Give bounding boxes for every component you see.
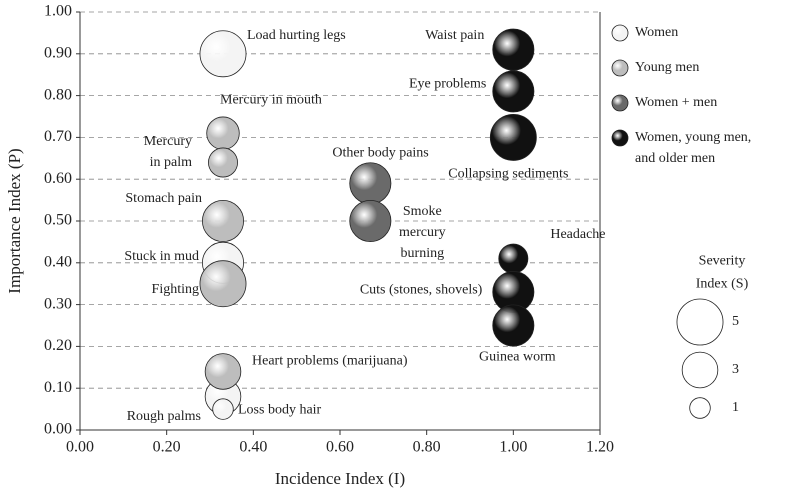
bubble-label: Mercury in mouth — [220, 92, 322, 107]
y-tick-label: 0.90 — [44, 44, 72, 61]
legend-label: Women + men — [635, 95, 717, 110]
x-tick-label: 0.20 — [153, 439, 181, 456]
legend-swatch — [611, 24, 629, 42]
x-tick-label: 0.00 — [66, 439, 94, 456]
bubble — [498, 243, 529, 274]
bubble — [492, 304, 535, 347]
bubble — [349, 199, 392, 242]
bubble — [204, 353, 242, 390]
y-tick-label: 0.70 — [44, 128, 72, 145]
bubble-label: Heart problems (marijuana) — [252, 354, 408, 369]
y-tick-label: 0.00 — [44, 421, 72, 438]
x-tick-label: 1.20 — [586, 439, 614, 456]
y-tick-label: 0.60 — [44, 170, 72, 187]
bubble — [349, 162, 392, 205]
bubble-label: Cuts (stones, shovels) — [360, 282, 483, 297]
x-tick-label: 1.00 — [499, 439, 527, 456]
size-legend-circle — [689, 397, 711, 419]
bubble — [199, 260, 247, 308]
bubble — [492, 28, 535, 71]
x-tick-label: 0.40 — [239, 439, 267, 456]
legend-swatch — [611, 129, 629, 147]
y-tick-label: 0.40 — [44, 253, 72, 270]
bubble-label: Loss body hair — [238, 402, 322, 417]
bubble-label: Guinea worm — [479, 350, 556, 365]
bubble — [206, 116, 240, 150]
legend-swatch — [611, 59, 629, 77]
bubble — [201, 199, 244, 242]
bubble-label: Rough palms — [127, 409, 201, 424]
bubble-label: Waist pain — [425, 28, 484, 43]
legend-swatch — [611, 94, 629, 112]
y-tick-label: 0.80 — [44, 86, 72, 103]
size-legend-label: 5 — [732, 314, 739, 329]
bubble-label: Stuck in mud — [124, 249, 199, 264]
x-tick-label: 0.80 — [413, 439, 441, 456]
bubble-label: Stomach pain — [125, 191, 202, 206]
y-tick-label: 0.30 — [44, 295, 72, 312]
bubble-label: Eye problems — [409, 77, 486, 92]
x-tick-label: 0.60 — [326, 439, 354, 456]
bubble-label: Mercury in palm — [144, 134, 192, 170]
size-legend-title: Severity Index (S) — [696, 254, 749, 292]
bubble-label: Load hurting legs — [247, 28, 346, 43]
bubble-label: Other body pains — [332, 146, 428, 161]
legend-label: Women, young men, and older men — [635, 130, 751, 166]
bubble — [212, 398, 234, 420]
x-axis-label: Incidence Index (I) — [275, 469, 405, 488]
y-tick-label: 1.00 — [44, 3, 72, 20]
bubble — [199, 30, 247, 78]
y-tick-label: 0.20 — [44, 337, 72, 354]
size-legend-label: 1 — [732, 400, 739, 415]
bubble-label: Collapsing sediments — [448, 167, 568, 182]
y-tick-label: 0.10 — [44, 379, 72, 396]
y-tick-label: 0.50 — [44, 212, 72, 229]
size-legend-label: 3 — [732, 362, 739, 377]
bubble-label: Smoke mercury burning — [399, 204, 446, 261]
size-legend-circle — [676, 298, 724, 346]
bubble — [208, 147, 238, 178]
size-legend-circle — [681, 351, 719, 389]
bubble-label: Headache — [550, 227, 605, 242]
bubble — [492, 70, 535, 113]
bubble-label: Fighting — [152, 282, 199, 297]
bubble — [489, 113, 537, 161]
legend-label: Women — [635, 25, 678, 40]
y-axis-label: Importance Index (P) — [5, 148, 24, 293]
legend-label: Young men — [635, 60, 699, 75]
